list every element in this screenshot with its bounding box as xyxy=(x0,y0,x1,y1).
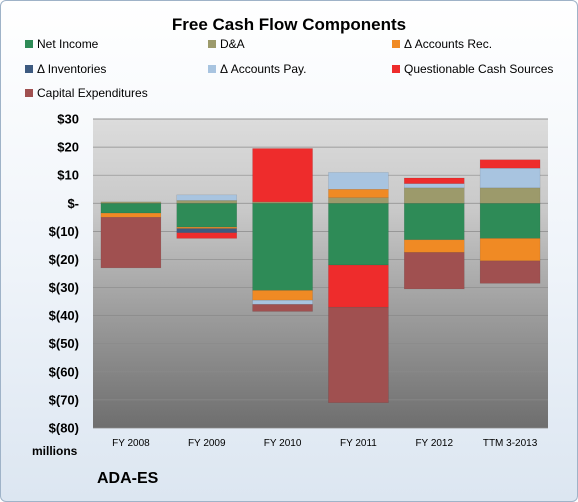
legend-label: Net Income xyxy=(37,37,99,51)
bar-segment xyxy=(404,203,465,241)
x-tick-label: FY 2009 xyxy=(188,438,226,449)
bar-segment xyxy=(404,177,465,184)
legend-swatch xyxy=(392,65,400,73)
chart-title: Free Cash Flow Components xyxy=(171,15,407,34)
x-tick-label: TTM 3-2013 xyxy=(483,438,538,449)
bar-segment xyxy=(328,197,389,204)
bar-segment xyxy=(328,203,389,266)
legend-swatch xyxy=(25,65,33,73)
bar-segment xyxy=(479,260,541,284)
y-tick-label: $(30) xyxy=(49,280,79,295)
bar-segment xyxy=(176,232,237,239)
legend-label: D&A xyxy=(220,37,245,51)
bar-segment xyxy=(404,183,465,189)
y-tick-label: $(40) xyxy=(49,308,79,323)
bar-segment xyxy=(252,304,313,312)
legend-swatch xyxy=(25,89,33,97)
legend-item: Net Income xyxy=(25,37,98,51)
legend-swatch xyxy=(392,40,400,48)
bar-segment xyxy=(252,203,313,291)
y-tick-label: $(80) xyxy=(49,421,79,436)
bar-segment xyxy=(100,217,162,269)
bar-segment xyxy=(479,238,541,262)
x-tick-label: FY 2010 xyxy=(264,438,302,449)
legend-item: Questionable Cash Sources xyxy=(392,62,553,76)
bar-segment xyxy=(328,264,389,308)
y-tick-label: $30 xyxy=(57,112,79,127)
bar-segment xyxy=(176,226,237,229)
bar-segment xyxy=(252,299,313,305)
bar-segment xyxy=(479,187,541,204)
legend-label: Δ Accounts Rec. xyxy=(404,37,493,51)
legend-label: Questionable Cash Sources xyxy=(404,62,554,76)
bar-segment xyxy=(479,159,541,169)
y-tick-label: $(60) xyxy=(49,364,79,379)
bar-segment xyxy=(328,172,389,190)
bar-segment xyxy=(404,239,465,253)
legend-item: Capital Expenditures xyxy=(25,86,148,100)
bar-segment xyxy=(252,290,313,301)
bar-segment xyxy=(479,203,541,239)
legend-item: Δ Accounts Rec. xyxy=(392,37,492,51)
legend-swatch xyxy=(208,65,216,73)
legend-swatch xyxy=(25,40,33,48)
y-tick-label: $(20) xyxy=(49,252,79,267)
legend-item: Δ Accounts Pay. xyxy=(208,62,307,76)
y-tick-label: $(50) xyxy=(49,336,79,351)
x-tick-label: FY 2008 xyxy=(112,438,150,449)
legend-label: Δ Inventories xyxy=(37,62,107,76)
bar-segment xyxy=(176,194,237,201)
legend-label: Capital Expenditures xyxy=(37,86,148,100)
legend-item: D&A xyxy=(208,37,245,51)
bar-segment xyxy=(100,212,162,218)
bar-segment xyxy=(328,188,389,198)
x-tick-label: FY 2012 xyxy=(415,438,453,449)
legend-item: Δ Inventories xyxy=(25,62,106,76)
y-tick-label: $20 xyxy=(57,140,79,155)
bar-segment xyxy=(404,187,465,204)
y-unit-label: millions xyxy=(32,444,78,458)
legend-label: Δ Accounts Pay. xyxy=(220,62,307,76)
bar-segment xyxy=(176,228,237,234)
footer-label: ADA-ES xyxy=(97,470,159,487)
bar-segment xyxy=(252,148,313,203)
bar-segment xyxy=(328,306,389,403)
bar-segment xyxy=(100,201,162,204)
y-tick-label: $10 xyxy=(57,168,79,183)
plot-background xyxy=(93,119,548,428)
bar-segment xyxy=(479,167,541,189)
y-tick-label: $(70) xyxy=(49,392,79,407)
y-tick-label: $(10) xyxy=(49,224,79,239)
bar-segment xyxy=(176,203,237,228)
bar-segment xyxy=(404,252,465,290)
legend-swatch xyxy=(208,40,216,48)
y-tick-label: $- xyxy=(67,196,79,211)
x-tick-label: FY 2011 xyxy=(340,438,377,449)
bar-segment xyxy=(176,200,237,204)
bar-segment xyxy=(100,203,162,214)
